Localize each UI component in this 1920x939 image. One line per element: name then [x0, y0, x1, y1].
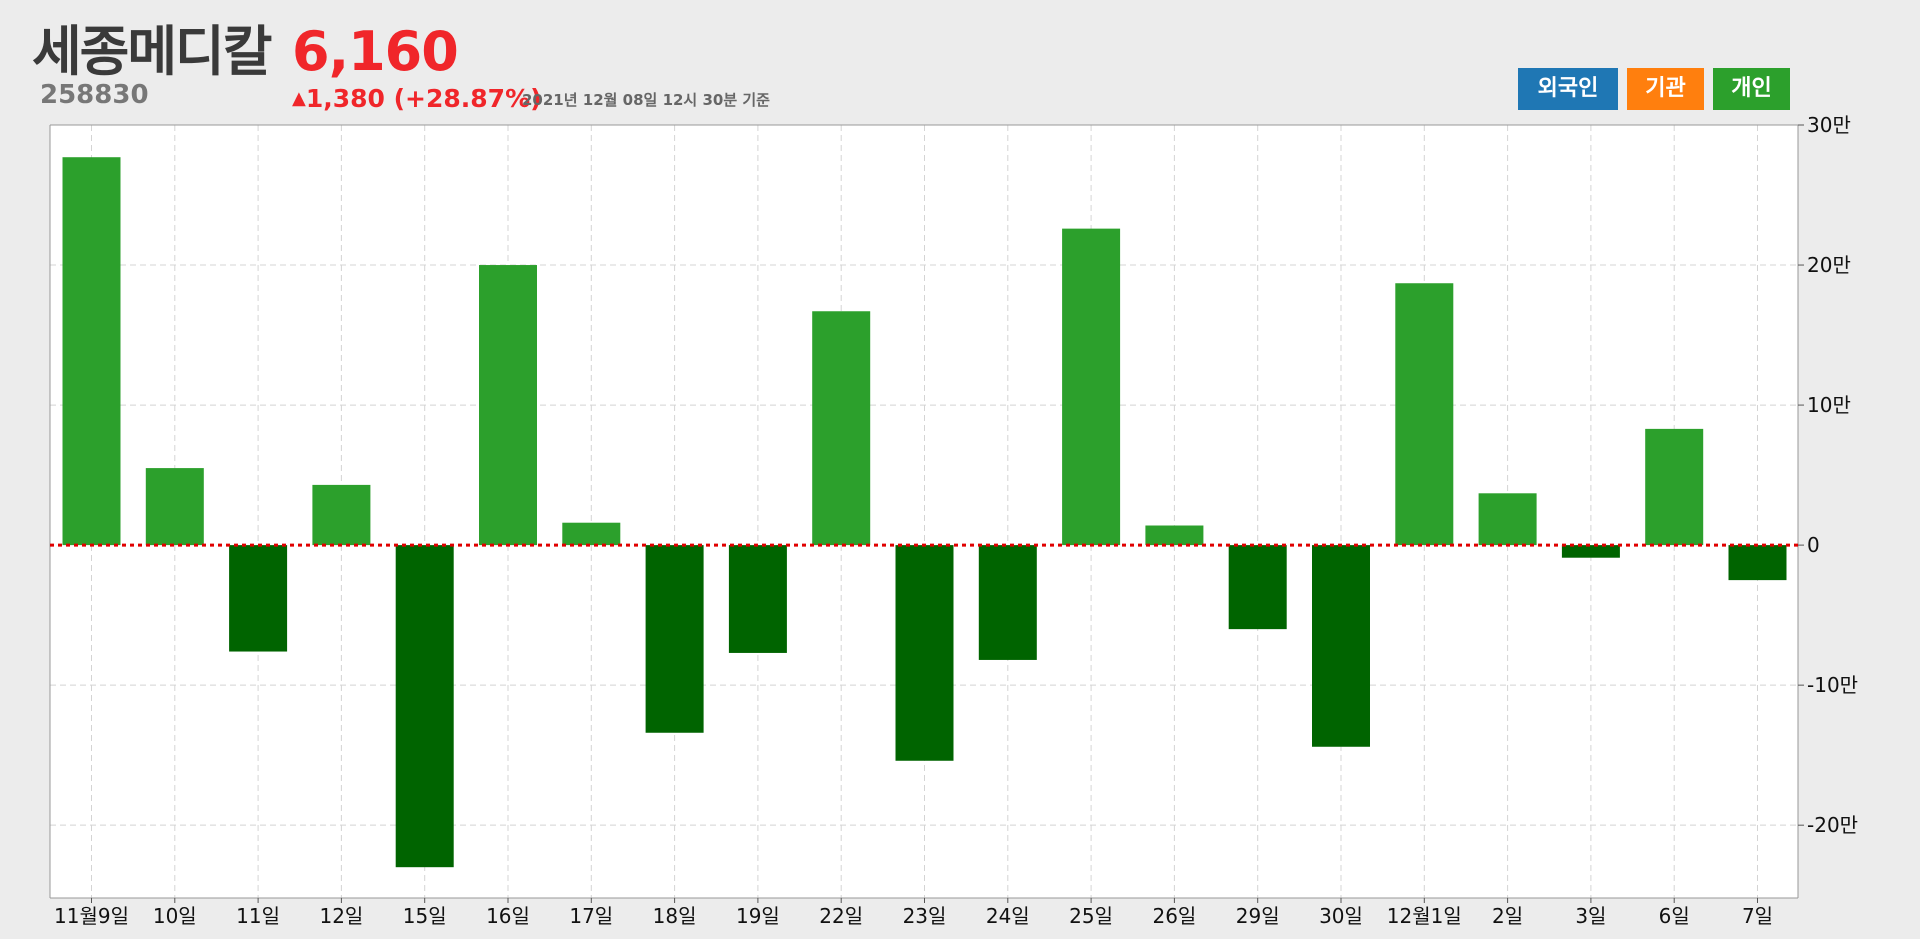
- bar-16: [1395, 283, 1454, 546]
- y-tick-label: 20만: [1807, 253, 1851, 277]
- y-tick-label: -10만: [1807, 673, 1858, 697]
- x-tick-label: 26일: [1152, 904, 1196, 928]
- stock-header: 세종메디칼 258830 6,160 ▲1,380 (+28.87%) 2021…: [0, 0, 1920, 125]
- x-tick-label: 22일: [819, 904, 863, 928]
- bar-8: [728, 545, 787, 653]
- stock-price: 6,160: [292, 20, 459, 83]
- x-tick-label: 25일: [1069, 904, 1113, 928]
- bar-20: [1728, 545, 1787, 581]
- legend-button-institution[interactable]: 기관: [1627, 68, 1704, 110]
- stock-change-value: 1,380 (+28.87%): [305, 84, 542, 113]
- x-tick-label: 11월9일: [54, 904, 129, 928]
- x-tick-label: 12월1일: [1387, 904, 1462, 928]
- x-tick-label: 6일: [1659, 904, 1690, 928]
- x-tick-label: 2일: [1492, 904, 1523, 928]
- stock-timestamp: 2021년 12월 08일 12시 30분 기준: [522, 91, 770, 109]
- bar-6: [562, 522, 621, 546]
- x-tick-label: 30일: [1319, 904, 1363, 928]
- bar-17: [1478, 493, 1537, 546]
- bar-12: [1062, 228, 1121, 546]
- x-tick-label: 15일: [403, 904, 447, 928]
- bar-7: [645, 545, 704, 733]
- stock-change: ▲1,380 (+28.87%): [292, 84, 542, 114]
- bar-5: [479, 265, 537, 546]
- x-tick-label: 10일: [153, 904, 197, 928]
- bar-1: [145, 468, 204, 546]
- x-tick-label: 29일: [1236, 904, 1280, 928]
- y-tick-label: -20만: [1807, 813, 1858, 837]
- bar-13: [1145, 525, 1204, 546]
- bar-10: [895, 545, 954, 761]
- x-tick-label: 12일: [319, 904, 363, 928]
- x-tick-label: 18일: [653, 904, 697, 928]
- y-tick-label: 30만: [1807, 113, 1851, 137]
- bar-18: [1561, 545, 1620, 558]
- x-tick-label: 7일: [1742, 904, 1773, 928]
- up-triangle-icon: ▲: [292, 88, 306, 109]
- stock-code: 258830: [40, 80, 149, 110]
- bar-2: [229, 545, 288, 652]
- bar-3: [312, 484, 371, 546]
- stock-name: 세종메디칼: [32, 20, 272, 83]
- x-tick-label: 3일: [1575, 904, 1606, 928]
- legend-button-individual[interactable]: 개인: [1713, 68, 1790, 110]
- bar-0: [62, 157, 121, 546]
- x-tick-label: 24일: [986, 904, 1030, 928]
- x-tick-label: 23일: [903, 904, 947, 928]
- bar-19: [1645, 428, 1704, 546]
- y-tick-label: 10만: [1807, 393, 1851, 417]
- x-tick-label: 19일: [736, 904, 780, 928]
- x-tick-label: 16일: [486, 904, 530, 928]
- legend-button-foreign[interactable]: 외국인: [1518, 68, 1618, 110]
- bar-9: [812, 311, 871, 546]
- x-tick-label: 17일: [569, 904, 613, 928]
- bar-14: [1228, 545, 1287, 630]
- bar-15: [1312, 545, 1370, 747]
- y-tick-label: 0: [1807, 533, 1820, 557]
- x-tick-label: 11일: [236, 904, 280, 928]
- bar-4: [395, 545, 454, 868]
- bar-11: [978, 545, 1037, 660]
